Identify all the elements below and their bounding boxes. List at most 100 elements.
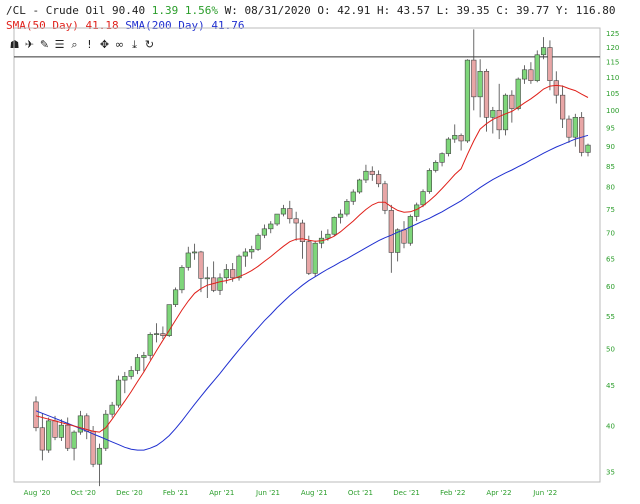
candle-body — [407, 216, 413, 244]
sma200-label: SMA(200 Day) — [125, 19, 205, 32]
sma50-line — [35, 84, 589, 433]
symbol-label: /CL - Crude Oil — [6, 4, 106, 17]
candle-body — [496, 110, 502, 131]
candle-body — [356, 179, 363, 193]
x-tick-label: Feb '21 — [163, 489, 188, 497]
candle-body — [299, 222, 306, 242]
candle-body — [217, 277, 223, 291]
candle-body — [185, 252, 191, 268]
y-tick-label: 120 — [606, 44, 619, 52]
candle-body — [39, 427, 45, 451]
search-icon[interactable]: ⌕ — [71, 38, 78, 51]
link-icon[interactable]: ∞ — [114, 38, 125, 51]
sma50-label: SMA(50 Day) — [6, 19, 79, 32]
x-tick-label: Feb '22 — [440, 489, 465, 497]
candle-body — [71, 431, 77, 449]
sma50-value: 41.18 — [85, 19, 119, 32]
candle-body — [439, 153, 445, 163]
y-tick-label: 115 — [606, 59, 619, 67]
candle-body — [458, 135, 464, 142]
y-tick-label: 70 — [606, 230, 615, 238]
low-value: 39.35 — [456, 4, 490, 17]
y-tick-label: 40 — [606, 423, 615, 431]
candle-body — [46, 420, 52, 451]
candle-body — [65, 424, 71, 449]
y-tick-label: 35 — [606, 469, 615, 477]
candle-body — [223, 269, 229, 279]
sma200-line — [35, 134, 589, 451]
candle-body — [553, 80, 559, 96]
candle-body — [388, 210, 394, 253]
download-icon[interactable]: ⤓ — [132, 38, 137, 51]
x-tick-label: Jun '21 — [255, 489, 280, 497]
x-tick-label: Aug '20 — [24, 489, 51, 497]
candle-body — [502, 94, 509, 131]
y-tick-label: 50 — [606, 346, 615, 354]
candle-body — [141, 355, 147, 358]
refresh-icon[interactable]: ↻ — [144, 38, 155, 51]
candle-body — [109, 404, 115, 415]
alert-icon[interactable]: ! — [87, 38, 92, 51]
candle-body — [166, 304, 172, 336]
indicator-legend: SMA(50 Day) 41.18 SMA(200 Day) 41.76 — [6, 19, 244, 32]
candle-body — [230, 269, 236, 279]
x-tick-label: Apr '21 — [209, 489, 234, 497]
candle-body — [521, 69, 528, 80]
move-icon[interactable]: ✥ — [99, 38, 110, 51]
x-tick-label: Jun '22 — [532, 489, 557, 497]
candle-body — [236, 255, 242, 279]
y-tick-label: 125 — [606, 30, 619, 38]
candle-body — [369, 170, 375, 175]
candle-body — [312, 242, 318, 274]
list-icon[interactable]: ☰ — [54, 38, 65, 51]
candle-body — [52, 420, 58, 438]
y-tick-label: 105 — [606, 90, 619, 98]
candle-body — [160, 333, 166, 336]
candle-body — [172, 289, 179, 305]
candle-body — [179, 267, 185, 291]
y-value: 116.80 — [575, 4, 616, 17]
y-tick-label: 60 — [606, 283, 615, 291]
comment-icon[interactable]: ✎ — [39, 38, 50, 51]
candle-body — [579, 117, 585, 153]
x-tick-label: Oct '20 — [71, 489, 96, 497]
candle-body — [293, 218, 299, 224]
x-tick-label: Apr '22 — [486, 489, 511, 497]
low-label: L: — [436, 4, 450, 17]
candle-body — [103, 413, 109, 449]
candle-body — [153, 333, 160, 335]
twitter-icon[interactable]: ✈ — [24, 38, 35, 51]
price-change-pct: 1.56% — [184, 4, 218, 17]
candle-body — [566, 118, 572, 138]
candle-body — [433, 162, 439, 171]
y-tick-label: 45 — [606, 382, 615, 390]
plot-frame — [13, 27, 601, 483]
candle-body — [268, 223, 274, 230]
candle-body — [363, 170, 369, 181]
x-tick-label: Dec '20 — [116, 489, 143, 497]
candle-body — [287, 208, 293, 220]
candle-body — [261, 228, 268, 236]
candle-body — [306, 241, 312, 274]
candle-body — [115, 379, 122, 406]
y-label: Y: — [555, 4, 570, 17]
x-tick-label: Oct '21 — [348, 489, 373, 497]
candle-body — [90, 430, 96, 465]
candle-body — [426, 170, 432, 192]
sma200-value: 41.76 — [211, 19, 245, 32]
candle-body — [534, 54, 540, 81]
candle-body — [585, 144, 591, 153]
open-label: O: — [317, 4, 331, 17]
candle-body — [198, 251, 204, 279]
last-price: 90.40 — [111, 4, 146, 17]
candle-body — [420, 191, 426, 206]
w-label: W: — [224, 4, 238, 17]
candle-body — [344, 200, 350, 215]
candle-body — [560, 94, 566, 120]
candle-body — [382, 183, 388, 211]
candle-body — [147, 334, 153, 356]
candle-body — [249, 249, 255, 253]
y-tick-label: 65 — [606, 255, 615, 263]
candle-body — [128, 370, 134, 377]
candle-body — [414, 204, 420, 217]
